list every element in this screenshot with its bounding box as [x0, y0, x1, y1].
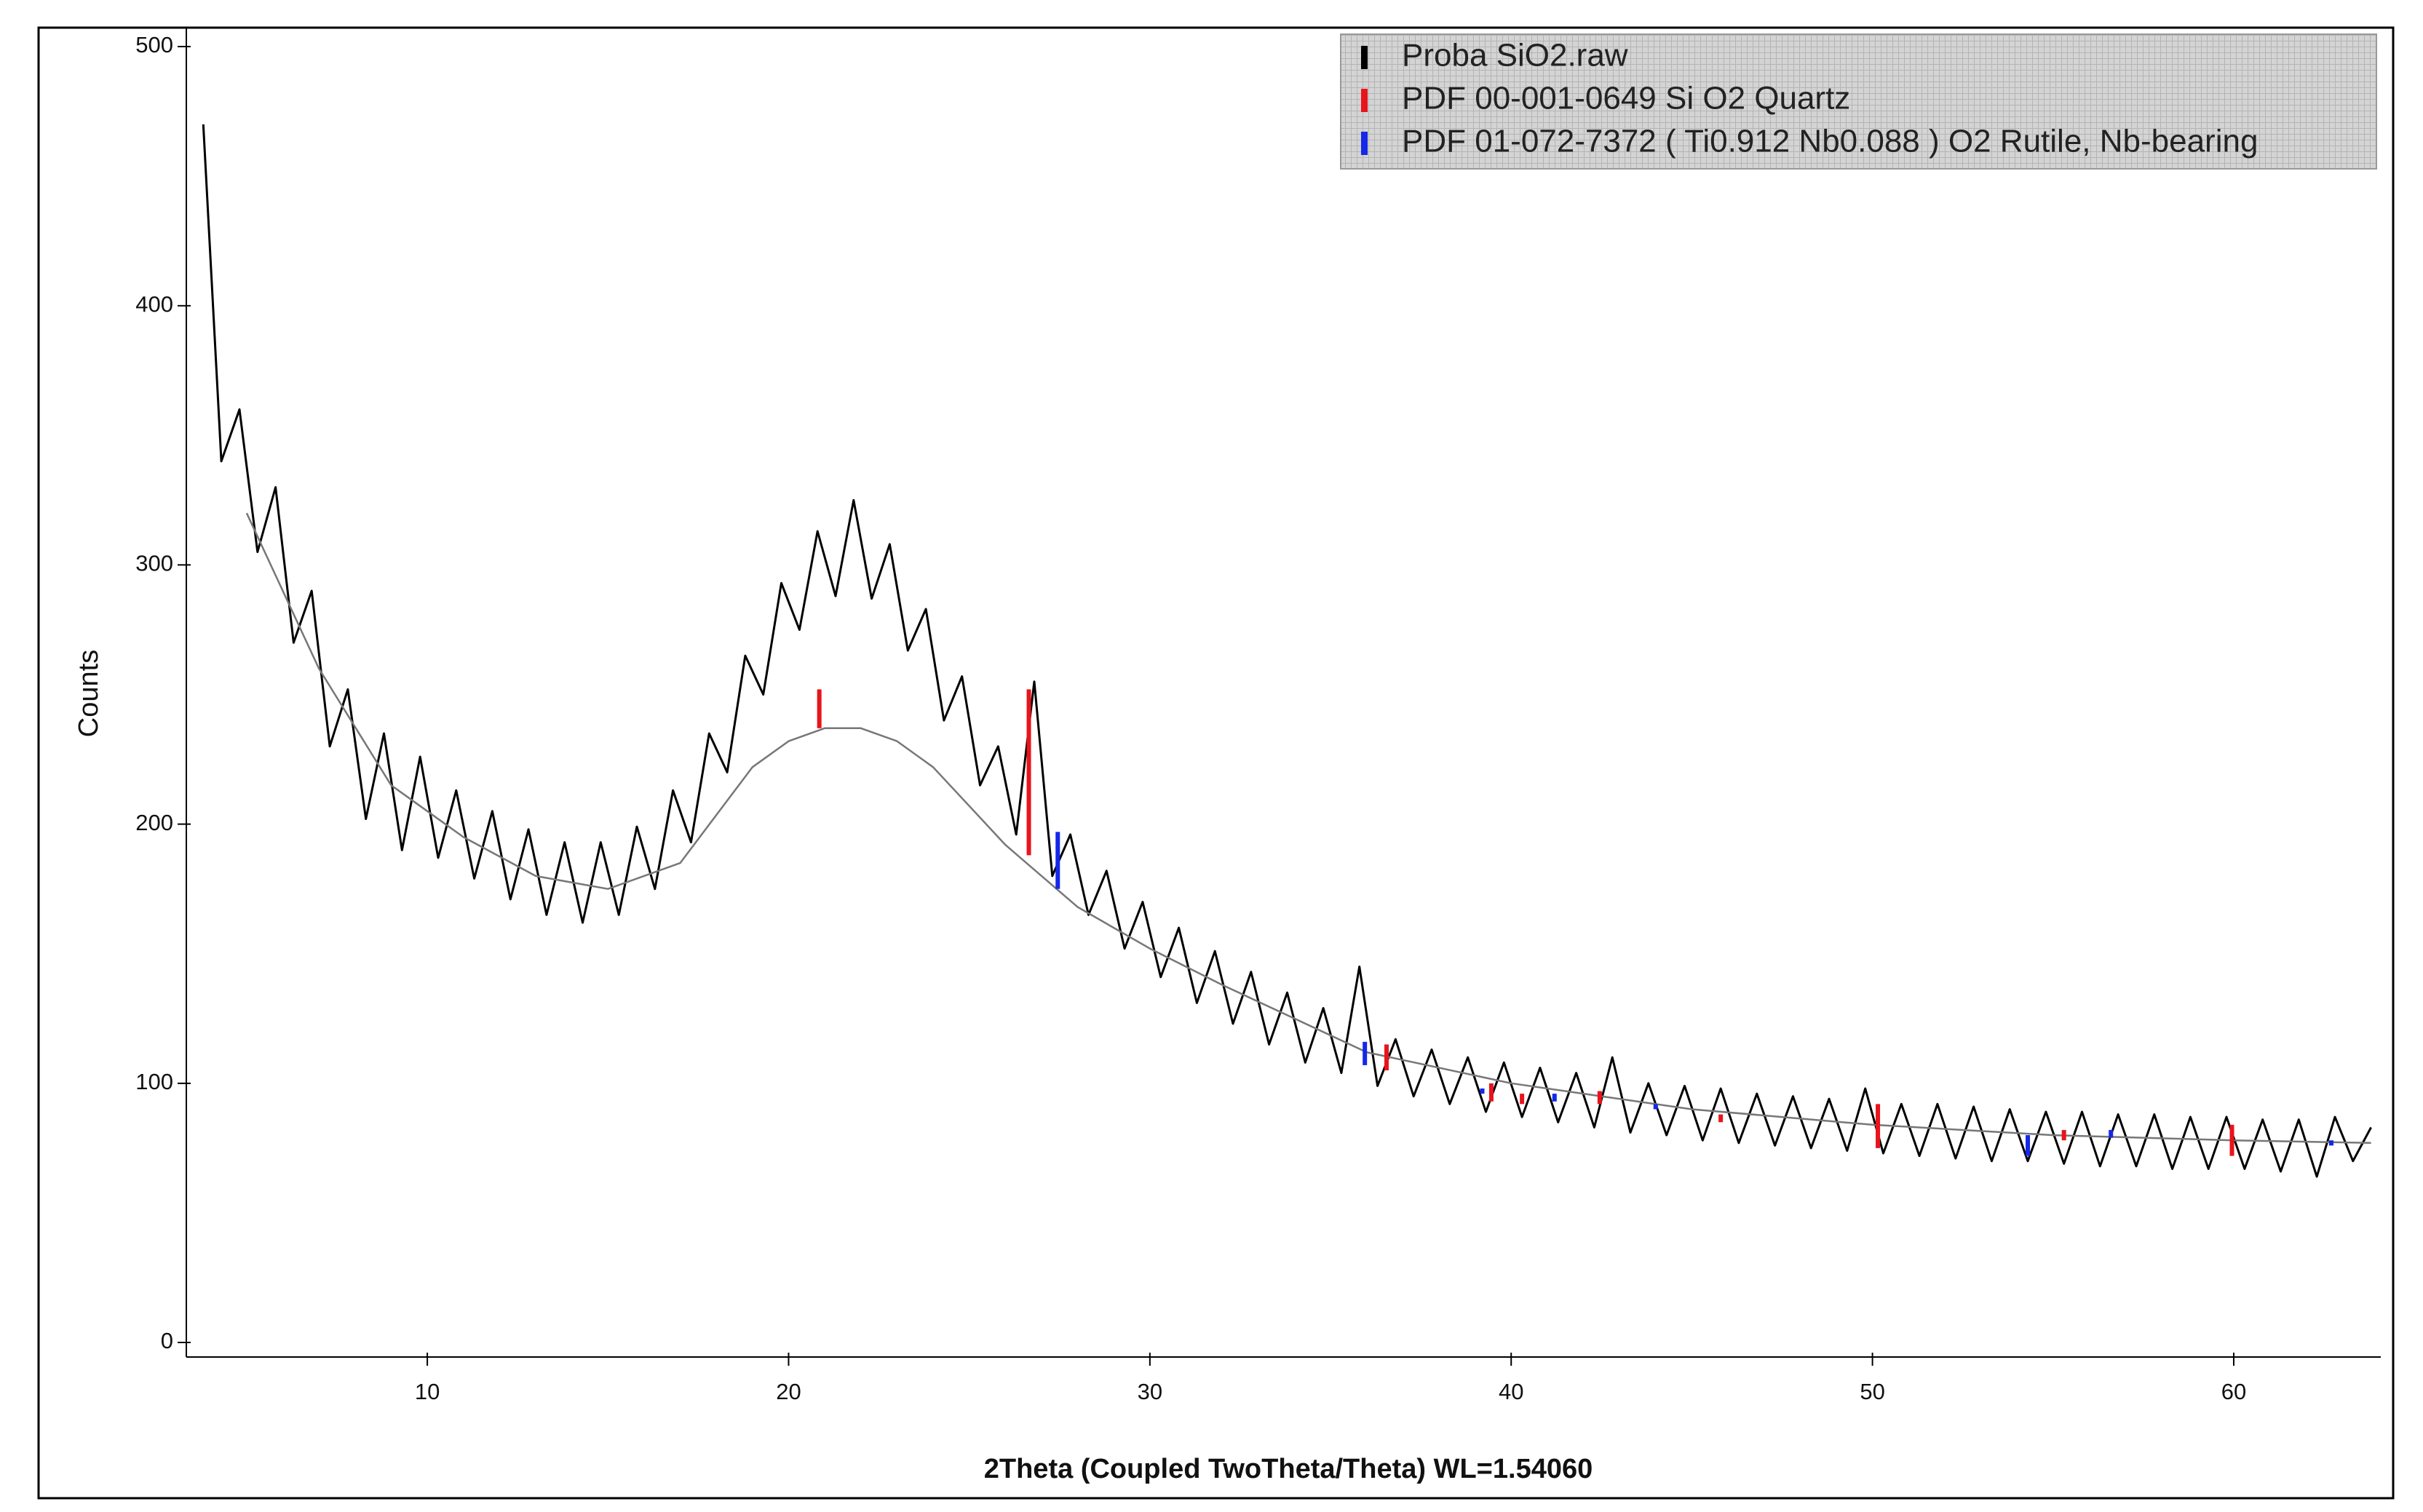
legend-box [1340, 33, 2377, 170]
legend-label: PDF 00-001-0649 Si O2 Quartz [1402, 81, 1850, 116]
reference-peak [1718, 1114, 1724, 1123]
legend-label: Proba SiO2.raw [1402, 38, 1628, 73]
legend-swatch [1361, 89, 1368, 112]
reference-peak [1552, 1094, 1557, 1102]
reference-peak [1480, 1088, 1485, 1094]
y-tick-label: 200 [135, 810, 173, 835]
x-tick-label: 20 [776, 1379, 801, 1404]
y-tick-label: 400 [135, 291, 173, 317]
frame [37, 26, 2395, 1500]
y-tick-label: 300 [135, 551, 173, 576]
y-axis-label: Counts [74, 650, 104, 737]
reference-peak [2229, 1124, 2234, 1156]
x-axis-label: 2Theta (Coupled TwoTheta/Theta) WL=1.540… [984, 1454, 1593, 1484]
reference-peak [1026, 689, 1031, 856]
reference-peak [1363, 1041, 1368, 1065]
reference-peak [2109, 1129, 2114, 1138]
legend-swatch [1361, 46, 1368, 69]
legend-label: PDF 01-072-7372 ( Ti0.912 Nb0.088 ) O2 R… [1402, 124, 2258, 159]
reference-peak [1384, 1044, 1389, 1071]
legend: Proba SiO2.raw PDF 00-001-0649 Si O2 Quar… [1340, 33, 2377, 170]
x-tick-label: 50 [1860, 1379, 1884, 1404]
reference-peak [1876, 1104, 1881, 1148]
reference-peak [1055, 832, 1060, 889]
data-line [202, 124, 2372, 1178]
background-line [245, 512, 2371, 1145]
y-tick-label: 500 [135, 32, 173, 57]
reference-peak [817, 689, 822, 728]
legend-swatch [1361, 132, 1368, 155]
reference-peak [1488, 1083, 1494, 1102]
reference-peak [1520, 1094, 1525, 1105]
reference-peak [2026, 1135, 2031, 1156]
y-tick-label: 0 [161, 1328, 173, 1353]
x-tick-label: 40 [1499, 1379, 1523, 1404]
reference-peak [2061, 1129, 2066, 1141]
x-tick-label: 30 [1138, 1379, 1162, 1404]
reference-peak [1653, 1104, 1658, 1110]
y-tick-label: 100 [135, 1069, 173, 1094]
x-tick-label: 60 [2221, 1379, 2246, 1404]
reference-peak [2328, 1140, 2333, 1146]
x-tick-label: 10 [415, 1379, 440, 1404]
reference-peak [1597, 1091, 1602, 1105]
